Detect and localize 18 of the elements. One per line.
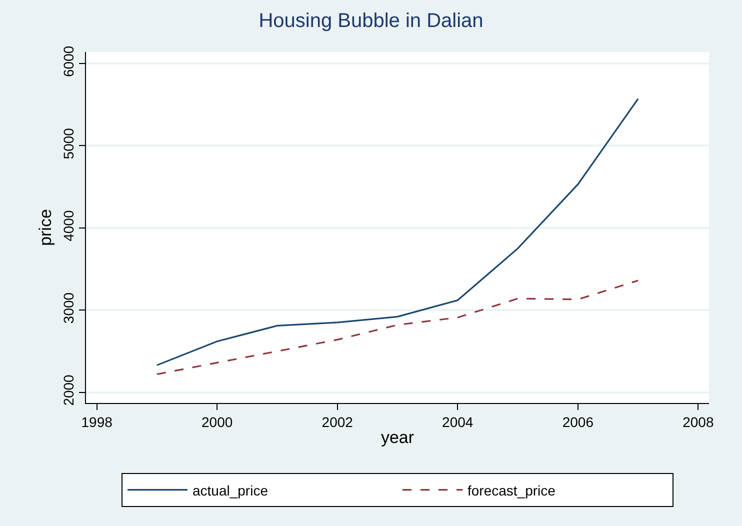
x-axis-title: year (380, 428, 414, 448)
legend-label: forecast_price (468, 482, 556, 498)
line-series (156, 280, 639, 376)
x-tick-label: 2006 (562, 414, 594, 430)
y-tick-label: 2000 (60, 374, 76, 406)
y-tick-label: 3000 (60, 292, 76, 324)
y-tick-label: 5000 (60, 128, 76, 160)
chart-title: Housing Bubble in Dalian (258, 10, 484, 32)
y-axis-title: price (36, 209, 55, 246)
x-tick-label: 2004 (442, 414, 474, 430)
y-tick-label: 4000 (60, 210, 76, 242)
y-tick-label: 6000 (60, 46, 76, 77)
x-tick-label: 2002 (322, 414, 354, 430)
legend-label: actual_price (192, 482, 268, 498)
x-tick-label: 2000 (202, 414, 233, 430)
x-tick-label: 1998 (81, 414, 113, 430)
x-tick-label: 2008 (682, 414, 714, 430)
line-series (156, 98, 639, 366)
